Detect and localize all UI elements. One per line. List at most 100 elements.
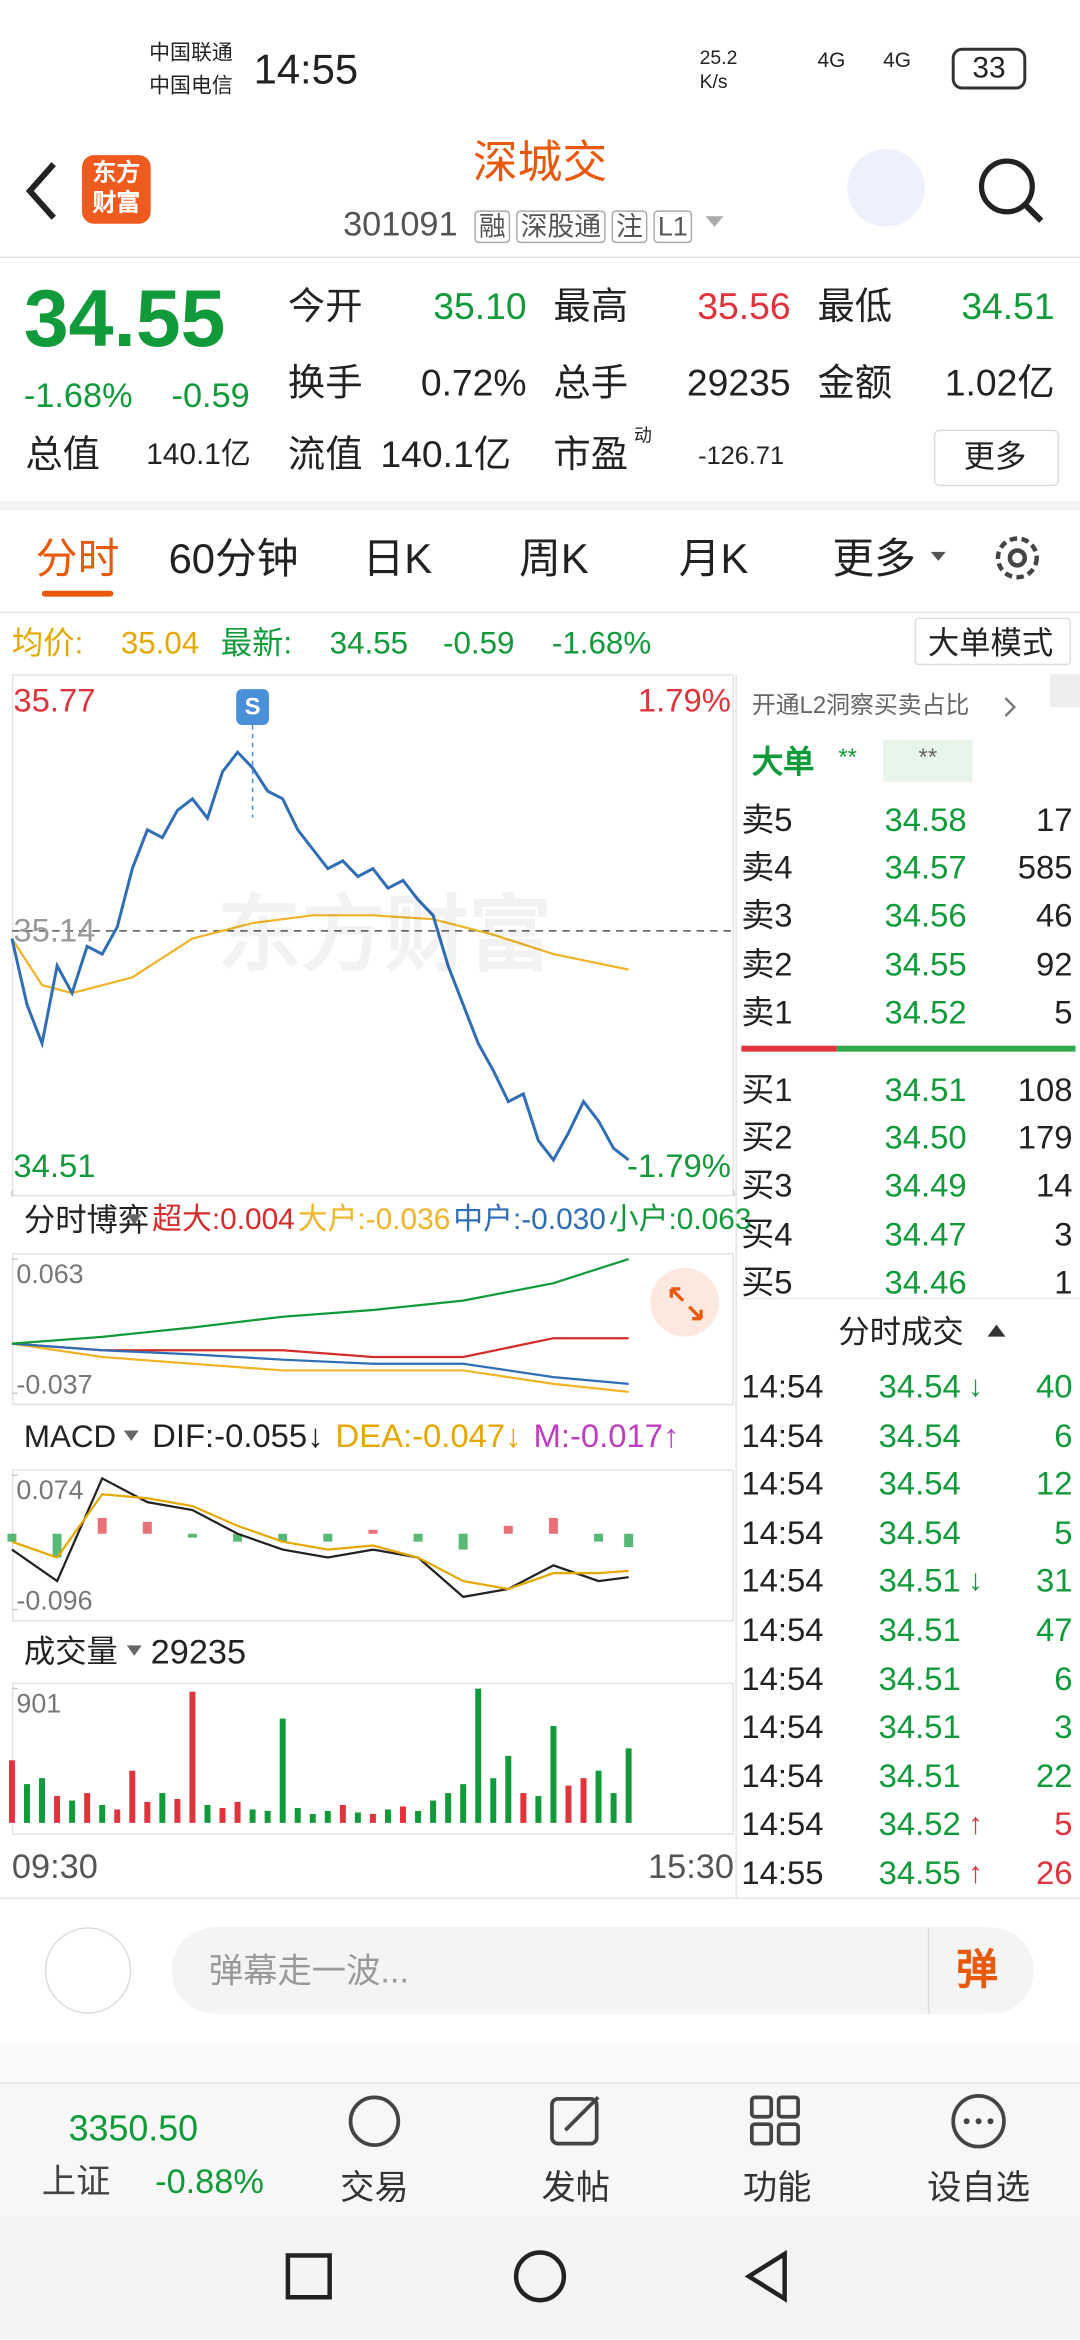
trade-volume: 40 [1036,1367,1073,1406]
l2-link[interactable]: 开通L2洞察买卖占比 [751,693,970,720]
signal-label: S [244,695,261,721]
field-label: 总值 [25,433,100,476]
book-volume: 108 [1017,1071,1073,1109]
search-button[interactable] [976,155,1045,224]
mode-button[interactable] [914,617,1072,666]
legend-entry: 大户:-0.036 [297,1203,451,1237]
book-price: 34.51 [884,1071,967,1109]
trade-volume: 12 [1036,1465,1073,1503]
indicator-selector[interactable]: 成交量 [23,1634,118,1669]
book-label: 买5 [741,1263,793,1301]
trade-price: 34.51 [878,1611,961,1649]
logo-text: 东方 [92,161,141,187]
flow-line [11,1342,629,1385]
tab-underline [41,590,114,597]
expand-button[interactable] [650,1267,720,1337]
book-price: 34.49 [884,1167,967,1205]
tab[interactable]: 周K [519,535,589,582]
book-label: 买3 [741,1167,793,1205]
dropdown-icon [930,551,946,561]
selector-arrow [126,1645,142,1656]
y-tick-label: -0.037 [16,1369,93,1400]
book-price: 34.52 [884,993,967,1031]
trade-time: 14:54 [741,1416,824,1454]
price-chart [10,689,735,1197]
macd-bar [142,1521,152,1534]
macd-bar [323,1533,333,1542]
trade-price: 34.54 [878,1367,961,1406]
book-volume: 179 [1017,1119,1073,1157]
comment-list-button[interactable] [44,1927,132,2014]
mode-button-label[interactable]: 大单模式 [927,625,1054,661]
trade-time: 14:54 [741,1367,824,1406]
trade-price: 34.51 [878,1756,961,1795]
more-button-label[interactable]: 更多 [963,439,1027,474]
carrier: 中国联通 [149,40,233,65]
macd-bar [52,1533,62,1558]
book-price: 34.57 [884,849,967,887]
app-logo[interactable] [82,155,151,224]
y-tick-label: 0.063 [16,1259,84,1289]
field-value: 0.72% [420,361,527,404]
carrier: 中国电信 [149,73,233,97]
tab[interactable]: 60分钟 [168,535,299,582]
volume-bar [69,1800,76,1823]
indicator-selector[interactable]: 分时博弈 [23,1203,150,1238]
trade-price: 34.54 [878,1465,961,1503]
divider [741,1297,1080,1300]
y-tick-label: 35.77 [13,681,96,720]
nav-icon[interactable] [343,2091,406,2151]
comment-placeholder[interactable]: 弹幕走一波... [208,1950,409,1990]
trade-time: 14:54 [741,1465,824,1503]
legend-entry: 中户:-0.030 [453,1203,606,1237]
macd-bar [233,1533,243,1542]
tab[interactable]: 分时 [35,535,120,582]
nav-icon[interactable] [746,2091,809,2151]
nav-icon[interactable] [947,2091,1010,2151]
nav-label[interactable]: 发帖 [541,2166,611,2206]
assistant-avatar[interactable] [847,149,925,227]
pct-label: 1.79% [637,681,731,720]
tab[interactable]: 月K [678,535,749,582]
macd-line [11,1493,629,1591]
volume-bar [324,1810,331,1823]
settings-button[interactable] [990,531,1044,585]
x-tick-label: 09:30 [11,1845,98,1885]
nav-label[interactable]: 设自选 [927,2166,1031,2206]
close-button[interactable] [1050,674,1080,708]
trade-volume: 3 [1054,1708,1073,1746]
trade-volume: 47 [1036,1611,1073,1649]
index-value: 3350.50 [68,2109,199,2150]
more-button[interactable] [933,429,1060,487]
section-gap [0,501,1080,511]
battery-level: 33 [972,52,1006,86]
volume-bar [264,1810,271,1823]
system-nav-buttons[interactable] [283,2249,805,2309]
macd-bar [7,1533,17,1542]
nav-label[interactable]: 功能 [742,2166,812,2206]
volume-bar [309,1813,316,1823]
book-volume: 585 [1017,849,1073,887]
trade-time: 14:54 [741,1805,824,1843]
y-tick-label: 35.14 [13,911,96,949]
tab[interactable]: 日K [362,535,433,582]
nav-label[interactable]: 交易 [340,2166,409,2206]
trade-time: 14:54 [741,1562,824,1600]
legend-entry: 小户:0.063 [608,1203,752,1237]
indicator-selector[interactable]: MACD [23,1419,117,1454]
volume-bar [625,1748,632,1823]
stock-code: 301091 [343,203,458,243]
comment-input[interactable] [171,1927,1034,2014]
volume-bar [279,1718,286,1823]
nav-icon[interactable] [544,2091,607,2151]
stock-tag: 深股通 [516,210,606,244]
volume-bar [460,1784,467,1823]
trade-price: 34.51 [878,1562,961,1600]
danmu-button[interactable]: 弹 [956,1946,998,1993]
tab[interactable]: 更多 [832,535,916,582]
macd-chart [7,1474,634,1611]
book-volume: 5 [1054,993,1073,1031]
legend-entry: M:-0.017↑ [533,1417,680,1455]
back-button[interactable] [21,158,66,224]
